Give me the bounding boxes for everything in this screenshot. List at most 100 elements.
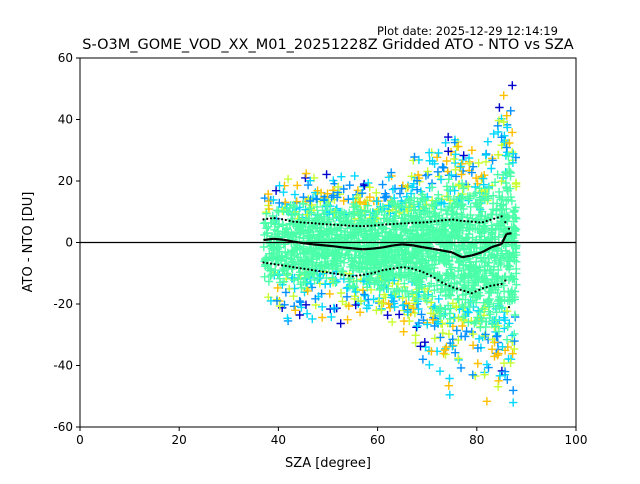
- scatter-point: [330, 304, 339, 314]
- lower-sigma-dot: [507, 306, 511, 309]
- scatter-point: [447, 210, 456, 219]
- scatter-point: [260, 272, 269, 281]
- scatter-point: [301, 300, 311, 309]
- scatter-point: [506, 192, 516, 202]
- scatter-point: [457, 210, 466, 219]
- upper-sigma-dot: [444, 218, 447, 222]
- scatter-point: [492, 272, 501, 282]
- scatter-point: [332, 230, 341, 239]
- scatter-point: [412, 287, 421, 297]
- scatter-point: [480, 370, 489, 379]
- scatter-point: [379, 270, 388, 280]
- scatter-point: [311, 294, 320, 303]
- upper-sigma-dot: [441, 219, 444, 222]
- scatter-point: [458, 155, 467, 165]
- scatter-point: [388, 198, 397, 207]
- scatter-point: [293, 181, 302, 190]
- scatter-point: [387, 265, 396, 274]
- upper-sigma-dot: [299, 221, 302, 224]
- scatter-point: [329, 256, 338, 266]
- scatter-point: [487, 278, 496, 287]
- scatter-point: [435, 211, 444, 220]
- scatter-point: [499, 117, 508, 127]
- upper-sigma-dot: [321, 222, 325, 226]
- scatter-point: [325, 289, 334, 299]
- y-tick-label: -40: [53, 359, 73, 373]
- scatter-point: [412, 185, 422, 194]
- upper-sigma-dot: [295, 220, 299, 223]
- scatter-point: [496, 258, 506, 268]
- scatter-point: [323, 259, 332, 268]
- scatter-point: [393, 200, 402, 209]
- scatter-point: [282, 253, 291, 262]
- scatter-point: [412, 176, 422, 185]
- scatter-point: [366, 208, 375, 217]
- scatter-point: [364, 276, 374, 285]
- scatter-point: [443, 242, 452, 251]
- scatter-point: [509, 386, 518, 395]
- scatter-point: [458, 241, 467, 251]
- scatter-point: [337, 207, 347, 216]
- scatter-point: [412, 280, 421, 289]
- scatter-point: [436, 311, 445, 321]
- scatter-point: [407, 172, 416, 181]
- scatter-point: [504, 261, 513, 270]
- scatter-point: [383, 311, 392, 320]
- lower-sigma-dot: [362, 273, 366, 276]
- scatter-point: [481, 211, 490, 221]
- upper-sigma-dot: [411, 221, 414, 224]
- lower-sigma-dot: [292, 266, 295, 269]
- scatter-point: [403, 307, 412, 317]
- upper-sigma-dot: [374, 224, 377, 227]
- scatter-point: [459, 151, 468, 160]
- upper-sigma-dot: [284, 218, 287, 222]
- scatter-point: [445, 309, 454, 318]
- scatter-point: [278, 220, 287, 229]
- scatter-point: [265, 266, 275, 275]
- scatter-point: [388, 185, 398, 194]
- scatter-point: [318, 302, 327, 311]
- upper-sigma-dot: [351, 224, 354, 227]
- upper-sigma-dot: [504, 221, 507, 224]
- scatter-point: [273, 269, 282, 279]
- scatter-point: [387, 293, 396, 302]
- scatter-point: [445, 260, 454, 269]
- upper-sigma-dot: [481, 221, 485, 224]
- scatter-point: [396, 225, 406, 234]
- scatter-point: [439, 163, 448, 172]
- lower-sigma-dot: [381, 269, 384, 272]
- scatter-points: [259, 81, 521, 407]
- scatter-point: [349, 282, 359, 292]
- scatter-point: [337, 172, 346, 181]
- scatter-point: [510, 344, 519, 354]
- scatter-point: [349, 210, 358, 219]
- lower-sigma-dot: [403, 266, 406, 269]
- scatter-point: [468, 329, 478, 339]
- scatter-point: [391, 211, 400, 221]
- scatter-point: [321, 280, 330, 289]
- scatter-point: [334, 213, 343, 222]
- scatter-point: [463, 192, 473, 201]
- scatter-point: [508, 349, 517, 358]
- scatter-point: [356, 296, 366, 306]
- scatter-point: [425, 212, 434, 221]
- mean-profile-segment: [431, 247, 443, 252]
- upper-sigma-dot: [470, 220, 473, 223]
- upper-sigma-dot: [478, 221, 481, 224]
- lower-sigma-dot: [444, 283, 447, 286]
- upper-sigma-dot: [426, 221, 429, 224]
- scatter-point: [506, 252, 515, 262]
- scatter-point: [451, 150, 460, 159]
- scatter-point: [267, 218, 276, 228]
- scatter-point: [489, 191, 498, 200]
- scatter-point: [421, 256, 431, 266]
- scatter-point: [454, 354, 463, 363]
- scatter-point: [502, 196, 511, 205]
- scatter-point: [440, 226, 449, 235]
- scatter-point: [442, 156, 451, 166]
- scatter-point: [427, 279, 436, 288]
- upper-sigma-dot: [362, 225, 366, 228]
- scatter-point: [398, 214, 407, 223]
- scatter-point: [263, 260, 273, 270]
